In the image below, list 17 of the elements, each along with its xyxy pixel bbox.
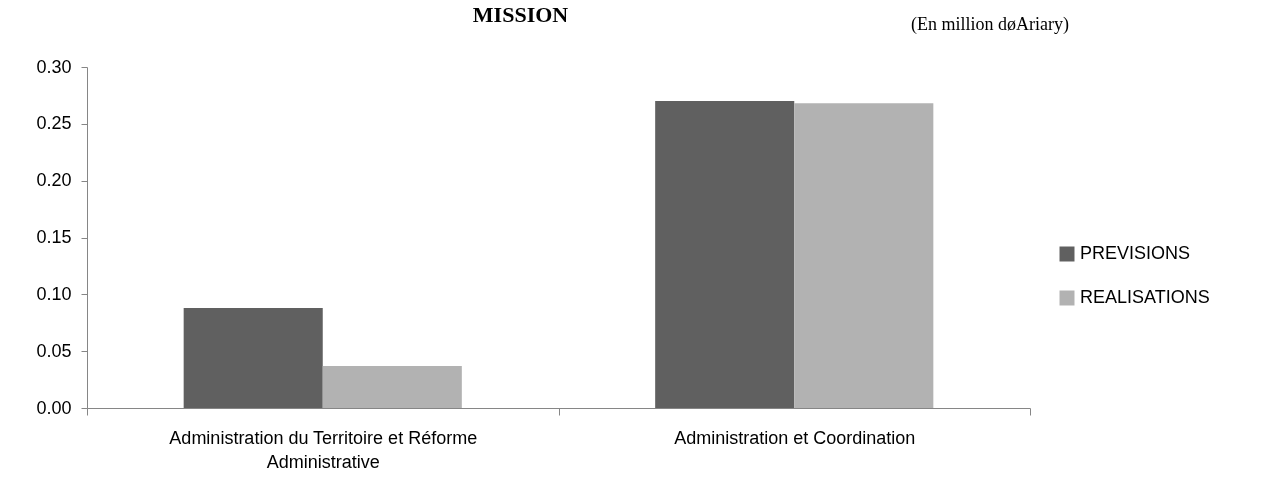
chart-title: MISSION [472, 2, 569, 27]
y-tick-label: 0.05 [36, 340, 72, 361]
y-tick-label: 0.25 [36, 113, 72, 134]
y-tick-label: 0.00 [36, 397, 72, 418]
text: (En million døAriary) [911, 14, 1069, 35]
bar [183, 307, 323, 408]
y-tick-label: 0.20 [36, 170, 72, 191]
y-tick-label: 0.15 [36, 227, 72, 247]
x-tick-label: Administration du Territoire et Réforme Administrative [169, 427, 478, 472]
y-tick-label: 0.30 [36, 56, 72, 77]
legend-label: REALISATIONS [1080, 287, 1210, 307]
x-tick-label: Administration et Coordination [674, 427, 916, 448]
bar [794, 103, 934, 408]
bar [322, 365, 462, 408]
y-tick-label: 0.10 [36, 283, 72, 304]
bar [655, 101, 795, 408]
legend-label: PREVISIONS [1080, 243, 1191, 263]
